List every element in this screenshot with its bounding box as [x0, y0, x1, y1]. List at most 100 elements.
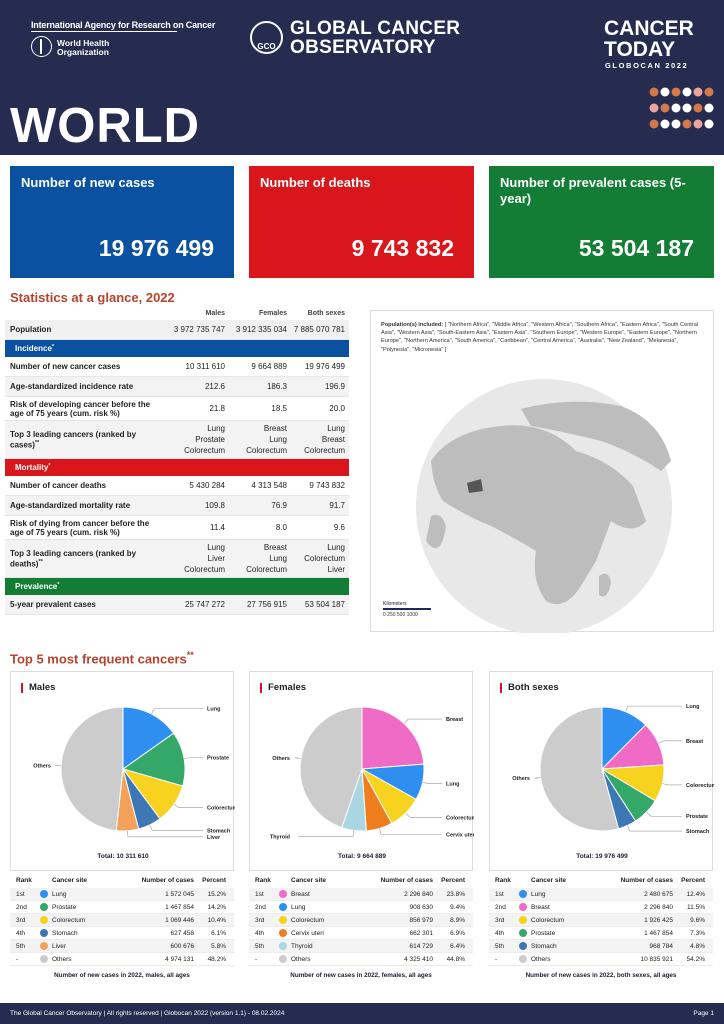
- cases-cell: 1 069 446: [165, 916, 194, 924]
- table-row: - Others 4 974 131 48.2%: [10, 953, 234, 966]
- site-name: Breast: [531, 903, 550, 911]
- pie-label: Prostate: [207, 756, 229, 762]
- row-label: Number of new cancer cases: [10, 362, 121, 371]
- table-caption: Number of new cases in 2022, both sexes,…: [525, 972, 677, 979]
- cases-cell: 2 296 840: [404, 890, 433, 898]
- cell-both: Lung Breast Colorectum: [287, 423, 349, 456]
- legend-swatch-icon: [279, 929, 287, 937]
- cases-cell: 908 630: [409, 903, 434, 911]
- mortality-rows: Number of cancer deaths 5 430 284 4 313 54…: [5, 476, 349, 578]
- dot: [649, 87, 659, 97]
- header-cases: Number of cases: [380, 876, 433, 884]
- cell-both: 91.7: [329, 501, 345, 510]
- row-label: Age-standardized incidence rate: [10, 382, 134, 391]
- rank-cell: 5th: [16, 942, 26, 950]
- iarc-logo-text: International Agency for Research on Can…: [31, 20, 216, 30]
- stats-row: Number of new cancer cases 10 311 610 9 66…: [5, 357, 349, 377]
- cell-females: Breast Lung Colorectum: [225, 423, 287, 456]
- cases-cell: 4 974 131: [165, 955, 194, 963]
- prevalence-label: Prevalence: [15, 582, 58, 592]
- site-name: Liver: [52, 942, 67, 950]
- kpi-deaths: Number of deaths 9 743 832: [249, 166, 474, 278]
- pie-leader-line: [151, 708, 203, 715]
- legend-swatch-icon: [519, 955, 527, 963]
- cell-males: 109.8: [204, 501, 225, 510]
- dot: [682, 87, 692, 97]
- pie-slice-others: [539, 706, 620, 832]
- legend-swatch-icon: [40, 942, 48, 950]
- table-row: 2nd Prostate 1 467 854 14.2%: [10, 901, 234, 914]
- rank-cell: 2nd: [495, 903, 506, 911]
- percent-cell: 6.1%: [211, 929, 226, 937]
- header-pct: Percent: [681, 876, 705, 884]
- legend-swatch-icon: [519, 903, 527, 911]
- pie-leader-line: [534, 777, 541, 779]
- table-row: 1st Lung 1 572 045 15.2%: [10, 888, 234, 901]
- row-label: Top 3 leading cancers (ranked by deaths)…: [10, 548, 137, 569]
- dot: [671, 103, 681, 113]
- kpi-label: Number of deaths: [260, 175, 371, 190]
- percent-cell: 8.9%: [450, 916, 465, 924]
- rank-cell: 3rd: [16, 916, 26, 924]
- percent-cell: 23.8%: [446, 890, 465, 898]
- site-cell: Colorectum: [36, 916, 116, 924]
- dot: [704, 103, 714, 113]
- site-name: Colorectum: [531, 916, 565, 924]
- cell-both: 53 504 187: [304, 600, 345, 609]
- legend-swatch-icon: [40, 903, 48, 911]
- cell-males: 25 747 272: [184, 600, 225, 609]
- pie-label: Thyroid: [270, 834, 290, 840]
- cell-both: 9 743 832: [309, 481, 345, 490]
- legend-swatch-icon: [279, 942, 287, 950]
- land-eurasia: [521, 401, 671, 471]
- site-name: Stomach: [52, 929, 78, 937]
- header-rank: Rank: [255, 876, 271, 884]
- top5-title: Top 5 most frequent cancers: [10, 651, 187, 667]
- header-cases: Number of cases: [141, 876, 194, 884]
- footer: The Global Cancer Observatory | All righ…: [0, 1003, 724, 1024]
- dot: [704, 87, 714, 97]
- globocan-label: GLOBOCAN 2022: [605, 61, 689, 70]
- cell-males: 11.4: [210, 523, 225, 532]
- stats-table: Males Females Both sexes Population 3 97…: [5, 307, 349, 615]
- scale-title: Kilometers: [383, 601, 407, 607]
- pie-leader-line: [127, 830, 203, 838]
- site-name: Breast: [291, 890, 310, 898]
- land-africa-europe: [431, 425, 646, 605]
- rank-cell: 2nd: [255, 903, 266, 911]
- site-cell: Stomach: [515, 942, 595, 950]
- cell-both: Lung Colorectum Liver: [287, 542, 349, 575]
- cancer-name: Breast: [321, 435, 345, 444]
- cases-cell: 1 926 425: [644, 916, 673, 924]
- gco-telescope-icon: GCO: [250, 21, 283, 54]
- population-row: Population 3 972 735 747 3 912 335 034 7…: [5, 320, 349, 340]
- pie-label: Cervix uteri: [446, 832, 474, 838]
- cancer-name: Colorectum: [304, 446, 345, 455]
- pie-label: Colorectum: [446, 815, 474, 821]
- table-row: - Others 10 835 921 54.2%: [489, 953, 713, 966]
- who-name-line2: Organization: [57, 47, 109, 57]
- who-emblem-icon: [31, 36, 52, 57]
- pie-chart: Lung Breast Colorectum Prostate Stomach Other…: [512, 704, 714, 835]
- cell-males: 212.6: [204, 382, 225, 391]
- pie-leader-line: [173, 804, 203, 808]
- site-cell: Others: [36, 955, 116, 963]
- cancer-name: Lung: [207, 424, 225, 433]
- globe-map[interactable]: [371, 311, 715, 633]
- cancer-name: Breast: [263, 424, 287, 433]
- dot: [649, 119, 659, 129]
- pie-leader-line: [405, 812, 442, 818]
- cases-table-both: Rank Cancer site Number of cases Percent 1st…: [489, 872, 713, 979]
- table-row: - Others 4 325 410 44.8%: [249, 953, 473, 966]
- cancer-today-line2: TODAY: [604, 38, 676, 61]
- table-row: 3rd Colorectum 856 979 8.9%: [249, 914, 473, 927]
- rank-cell: 3rd: [255, 916, 265, 924]
- rank-cell: 1st: [495, 890, 504, 898]
- percent-cell: 9.4%: [450, 903, 465, 911]
- table-row: 1st Breast 2 296 840 23.8%: [249, 888, 473, 901]
- cell-both: 20.0: [329, 404, 345, 413]
- rank-cell: -: [495, 955, 498, 963]
- cell-females: 186.3: [266, 382, 287, 391]
- cases-cell: 614 729: [409, 942, 434, 950]
- percent-cell: 5.8%: [211, 942, 226, 950]
